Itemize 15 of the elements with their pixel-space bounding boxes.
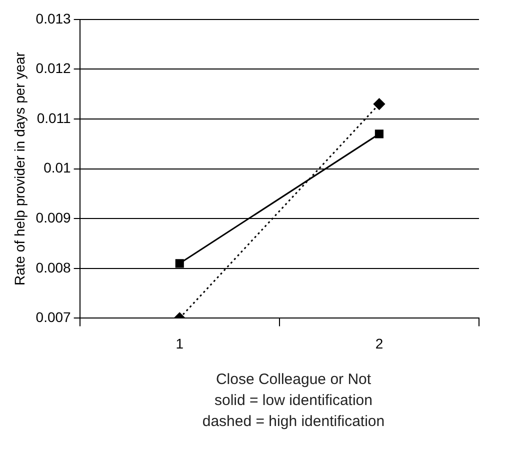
- y-tick-label: 0.007: [36, 309, 72, 326]
- y-tick-label: 0.01: [44, 160, 72, 176]
- y-tick-label: 0.009: [36, 209, 72, 226]
- x-tick-label: 1: [176, 335, 184, 352]
- y-tick-label: 0.008: [36, 259, 72, 276]
- point: [374, 130, 384, 138]
- y-tick-label: 0.011: [36, 110, 72, 126]
- y-tick-label: 0.012: [36, 60, 72, 76]
- x-tick-label: 2: [375, 335, 384, 352]
- x-axis-title: Close Colleague or Not: [214, 370, 372, 390]
- text: solid = low identification: [213, 391, 374, 411]
- y-axis-title: Rate of help provider in days per year: [11, 52, 28, 286]
- y-tick-label: 0.013: [36, 10, 72, 26]
- text: dashed = high identification: [201, 412, 386, 432]
- point: [373, 98, 385, 110]
